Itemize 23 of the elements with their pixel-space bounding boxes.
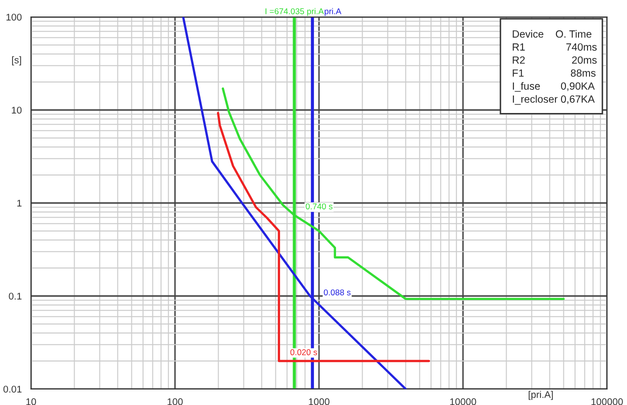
ref-line-label: I =674.035 pri.A [266, 8, 324, 16]
y-tick-label: 1 [17, 200, 22, 207]
annotation: R1 740ms [512, 43, 597, 51]
annotation: F1 88ms [512, 69, 596, 77]
y-tick-label: 0.1 [8, 292, 22, 300]
annotation: I_fuse 0,90KA [512, 82, 595, 92]
annotation: I_recloser 0,67KA [512, 95, 595, 105]
annotation: 0.740 s [306, 203, 332, 210]
x-tick-label: 10000 [450, 398, 476, 405]
x-tick-label: 100 [168, 398, 183, 405]
annotation: R2 20ms [512, 56, 597, 64]
y-tick-label: 10 [12, 106, 22, 114]
x-tick-label: 1000 [308, 398, 330, 405]
annotation: 0.088 s [324, 289, 351, 296]
annotation: Device O. Time [512, 30, 592, 38]
ref-line-label: pri.A [324, 8, 342, 16]
y-tick-label: 100 [6, 14, 22, 21]
x-tick-label: 10 [26, 398, 36, 405]
annotation: 0.020 s [290, 349, 318, 356]
y-tick-label: 0.01 [3, 386, 22, 393]
y-axis-title: [s] [12, 56, 22, 66]
x-tick-label: 100000 [592, 398, 623, 405]
x-axis-title: [pri.A] [528, 390, 553, 400]
